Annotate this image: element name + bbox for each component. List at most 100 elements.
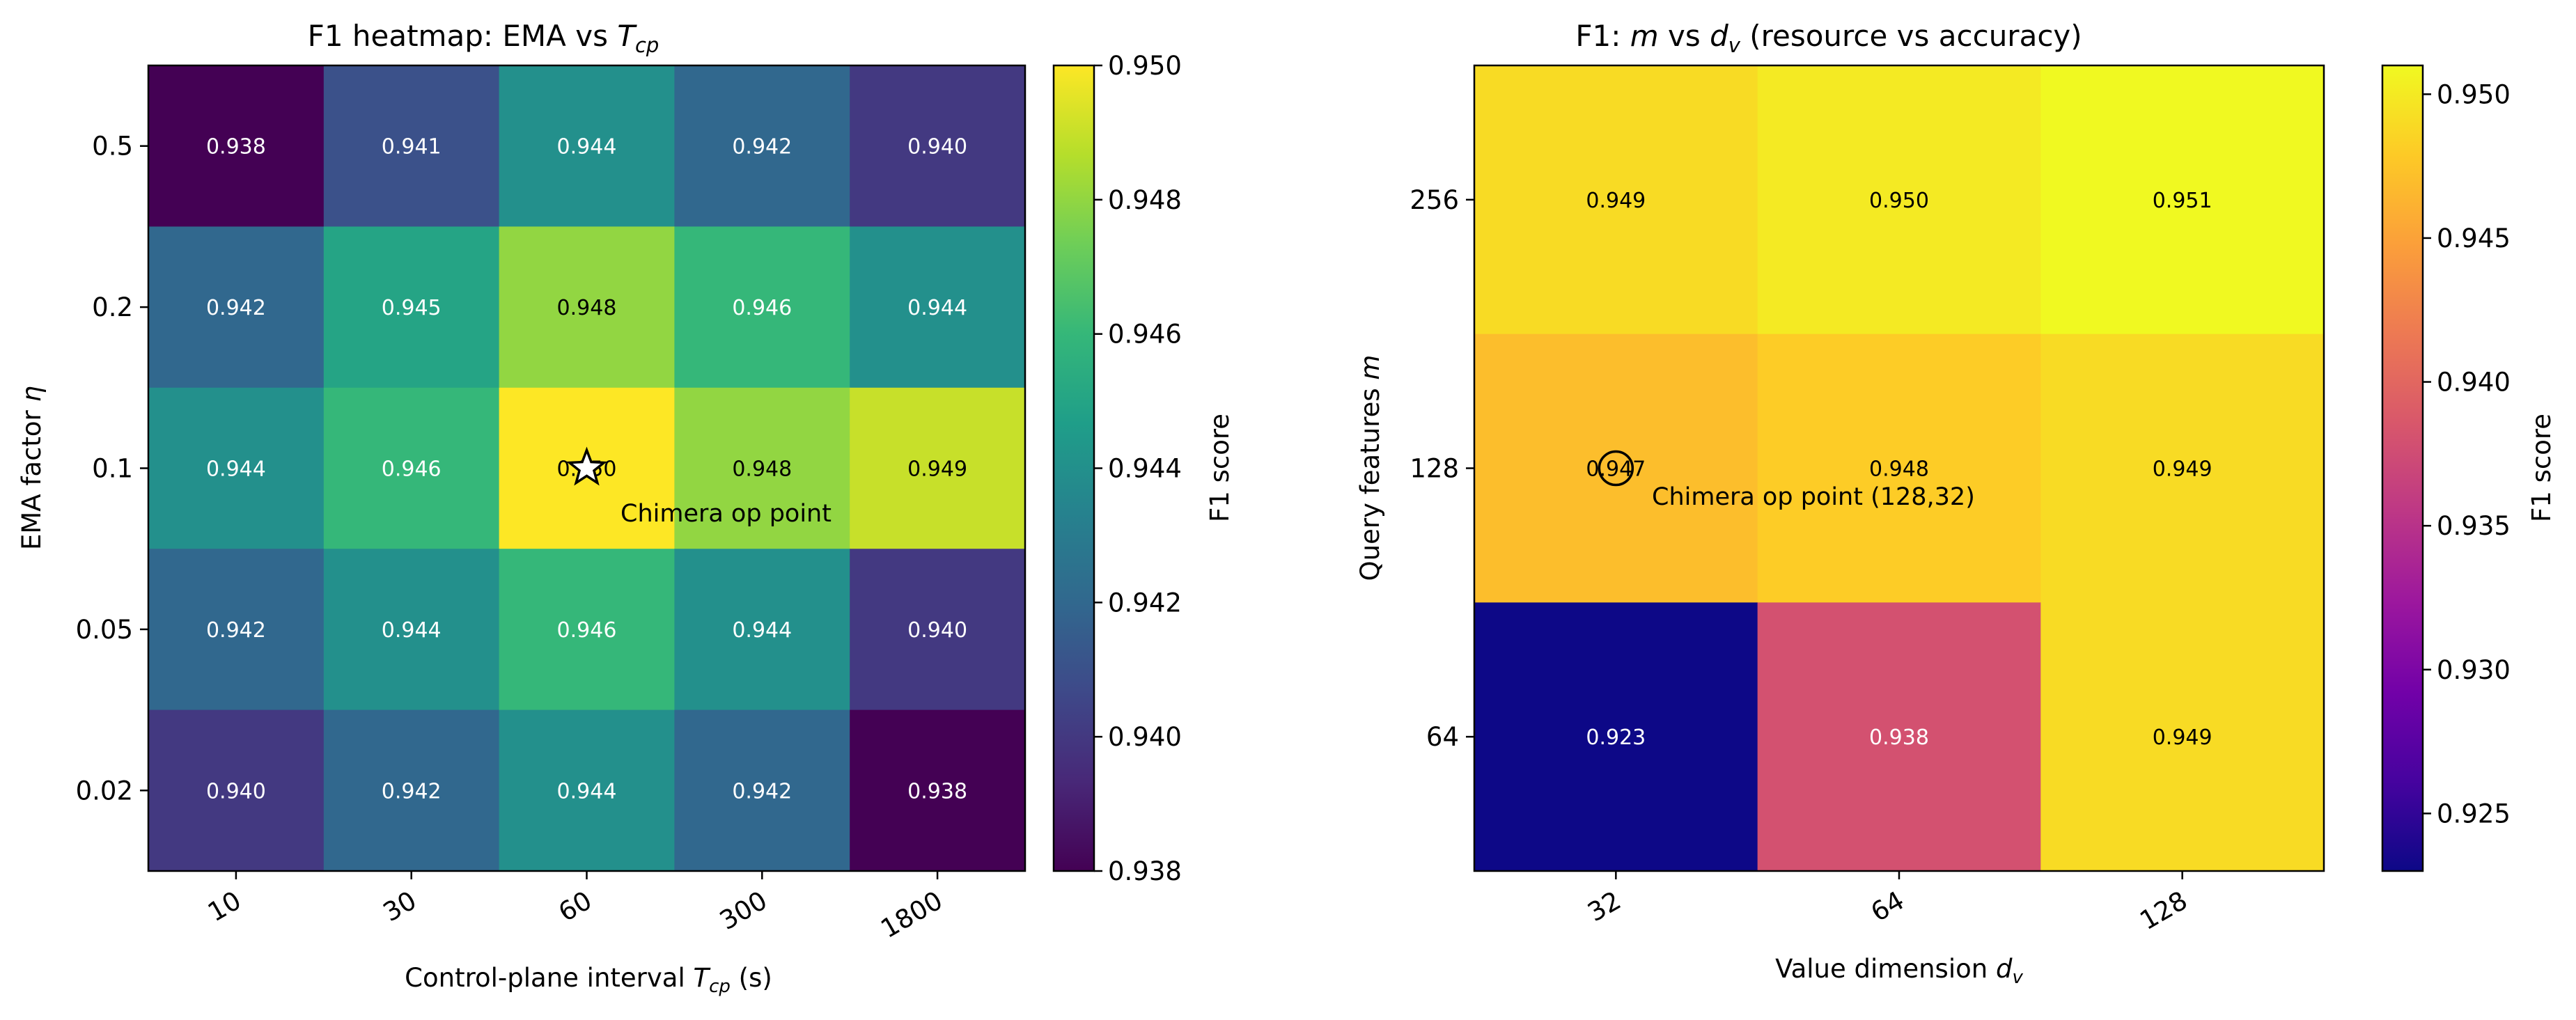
heatmap-cell bbox=[674, 709, 850, 872]
cell-value-label: 0.946 bbox=[382, 457, 442, 482]
heatmap-cell bbox=[850, 65, 1026, 227]
cell-value-label: 0.944 bbox=[206, 457, 266, 482]
heatmap-cell bbox=[850, 549, 1026, 711]
op-point-annotation: Chimera op point (128,32) bbox=[1652, 483, 1975, 511]
cell-value-label: 0.945 bbox=[382, 296, 442, 320]
colorbar-ticks: 0.938 0.940 0.942 0.944 0.946 0.948 0.950 bbox=[1094, 51, 1182, 886]
cell-value-label: 0.923 bbox=[1586, 725, 1646, 750]
heatmap-cells bbox=[1474, 65, 2325, 872]
cell-value-label: 0.946 bbox=[557, 618, 617, 643]
y-tick-label: 64 bbox=[1426, 722, 1459, 752]
x-tick-label: 60 bbox=[554, 886, 597, 928]
cell-value-label: 0.948 bbox=[557, 296, 617, 320]
cell-value-label: 0.938 bbox=[1869, 725, 1929, 750]
heatmap-cell bbox=[323, 226, 500, 389]
cell-value-label: 0.948 bbox=[732, 457, 792, 482]
x-axis-label: Value dimension dv bbox=[1775, 954, 2023, 988]
cell-value-label: 0.942 bbox=[732, 135, 792, 159]
heatmap-cell bbox=[323, 709, 500, 872]
y-tick-label: 0.1 bbox=[92, 454, 133, 484]
colorbar-gradient bbox=[2381, 64, 2424, 872]
cell-value-label: 0.942 bbox=[382, 779, 442, 803]
heatmap-cell bbox=[499, 65, 675, 227]
cell-value-label: 0.944 bbox=[732, 618, 792, 643]
heatmap-chart-resource: F1: m vs dv (resource vs accuracy) 0.949… bbox=[1355, 19, 2557, 988]
colorbar-tick-label: 0.948 bbox=[1108, 185, 1182, 215]
cell-value-label: 0.949 bbox=[1586, 189, 1646, 213]
heatmap-cell bbox=[148, 226, 325, 389]
colorbar-tick-label: 0.944 bbox=[1108, 454, 1182, 484]
heatmap-cell bbox=[499, 226, 675, 389]
x-tick-label: 30 bbox=[378, 886, 421, 928]
heatmap-cell bbox=[1474, 602, 1758, 872]
chart-title: F1: m vs dv (resource vs accuracy) bbox=[1575, 19, 2082, 57]
colorbar-label: F1 score bbox=[2527, 414, 2557, 522]
cell-value-label: 0.949 bbox=[907, 457, 967, 482]
colorbar-tick-label: 0.950 bbox=[2437, 79, 2511, 109]
colorbar-tick-label: 0.946 bbox=[1108, 320, 1182, 350]
heatmap-cell bbox=[148, 549, 325, 711]
heatmap-cell bbox=[674, 387, 850, 549]
heatmap-cell bbox=[850, 226, 1026, 389]
y-tick-label: 0.5 bbox=[92, 132, 133, 162]
cell-value-label: 0.941 bbox=[382, 135, 442, 159]
heatmap-cell bbox=[1474, 334, 1758, 603]
cell-value-label: 0.940 bbox=[206, 779, 266, 803]
heatmap-cell bbox=[148, 709, 325, 872]
op-point-star-marker bbox=[566, 446, 607, 486]
heatmap-cell bbox=[148, 387, 325, 549]
cell-value-label: 0.940 bbox=[907, 618, 967, 643]
heatmap-cell bbox=[499, 709, 675, 872]
colorbar-tick-label: 0.940 bbox=[1108, 722, 1182, 752]
y-tick-label: 256 bbox=[1410, 185, 1459, 215]
heatmap-cell bbox=[674, 549, 850, 711]
cell-value-label: 0.942 bbox=[206, 618, 266, 643]
cell-value-label: 0.938 bbox=[907, 779, 967, 803]
heatmap-cell bbox=[850, 387, 1026, 549]
heatmap-cell bbox=[1757, 65, 2041, 335]
x-tick-label: 32 bbox=[1583, 886, 1626, 928]
cell-value-label: 0.949 bbox=[2153, 725, 2212, 750]
heatmap-cell bbox=[2040, 65, 2325, 335]
y-tick-label: 0.05 bbox=[76, 615, 133, 645]
y-axis-ticks: 256 128 64 bbox=[1410, 185, 1474, 752]
cell-value-label: 0.940 bbox=[907, 135, 967, 159]
heatmap-cell bbox=[674, 226, 850, 389]
x-axis-ticks: 10 30 60 300 1800 bbox=[203, 871, 948, 944]
cell-value-label: 0.944 bbox=[557, 135, 617, 159]
colorbar: 0.925 0.930 0.935 0.940 0.945 0.950 F1 score bbox=[2381, 64, 2557, 872]
x-axis-label: Control-plane interval Tcp (s) bbox=[405, 963, 772, 997]
op-point-circle-marker bbox=[1598, 450, 1634, 487]
x-tick-label: 1800 bbox=[876, 886, 948, 944]
colorbar-tick-label: 0.942 bbox=[1108, 588, 1182, 618]
colorbar-label: F1 score bbox=[1205, 414, 1235, 522]
cell-value-labels: 0.938 0.941 0.944 0.942 0.940 0.942 0.945 0.948… bbox=[206, 135, 967, 804]
heatmap-cell bbox=[499, 549, 675, 711]
cell-value-label: 0.951 bbox=[2153, 189, 2212, 213]
cell-value-label: 0.938 bbox=[206, 135, 266, 159]
cell-value-label: 0.944 bbox=[557, 779, 617, 803]
colorbar-tick-label: 0.940 bbox=[2437, 368, 2511, 398]
x-tick-label: 64 bbox=[1866, 886, 1909, 928]
heatmap-cells bbox=[148, 65, 1026, 872]
heatmap-cell bbox=[323, 387, 500, 549]
cell-value-label: 0.942 bbox=[206, 296, 266, 320]
heatmap-cell bbox=[323, 549, 500, 711]
heatmap-cell bbox=[148, 65, 325, 227]
y-tick-label: 0.02 bbox=[76, 776, 133, 806]
heatmap-cell bbox=[1757, 334, 2041, 603]
cell-value-label: 0.944 bbox=[382, 618, 442, 643]
heatmap-chart-ema: F1 heatmap: EMA vs Tcp 0.938 0.941 0.944 0.… bbox=[17, 19, 1235, 997]
y-axis-ticks: 0.5 0.2 0.1 0.05 0.02 bbox=[76, 132, 148, 806]
cell-value-label: 0.942 bbox=[732, 779, 792, 803]
colorbar-ticks: 0.925 0.930 0.935 0.940 0.945 0.950 bbox=[2423, 79, 2511, 829]
cell-value-labels: 0.949 0.950 0.951 0.947 0.948 0.949 0.923 0.938… bbox=[1586, 189, 2212, 750]
op-point-annotation: Chimera op point bbox=[620, 500, 832, 528]
colorbar-tick-label: 0.938 bbox=[1108, 856, 1182, 886]
colorbar-tick-label: 0.935 bbox=[2437, 511, 2511, 541]
colorbar-tick-label: 0.945 bbox=[2437, 223, 2511, 253]
x-tick-label: 128 bbox=[2135, 886, 2193, 936]
y-tick-label: 128 bbox=[1410, 454, 1459, 484]
